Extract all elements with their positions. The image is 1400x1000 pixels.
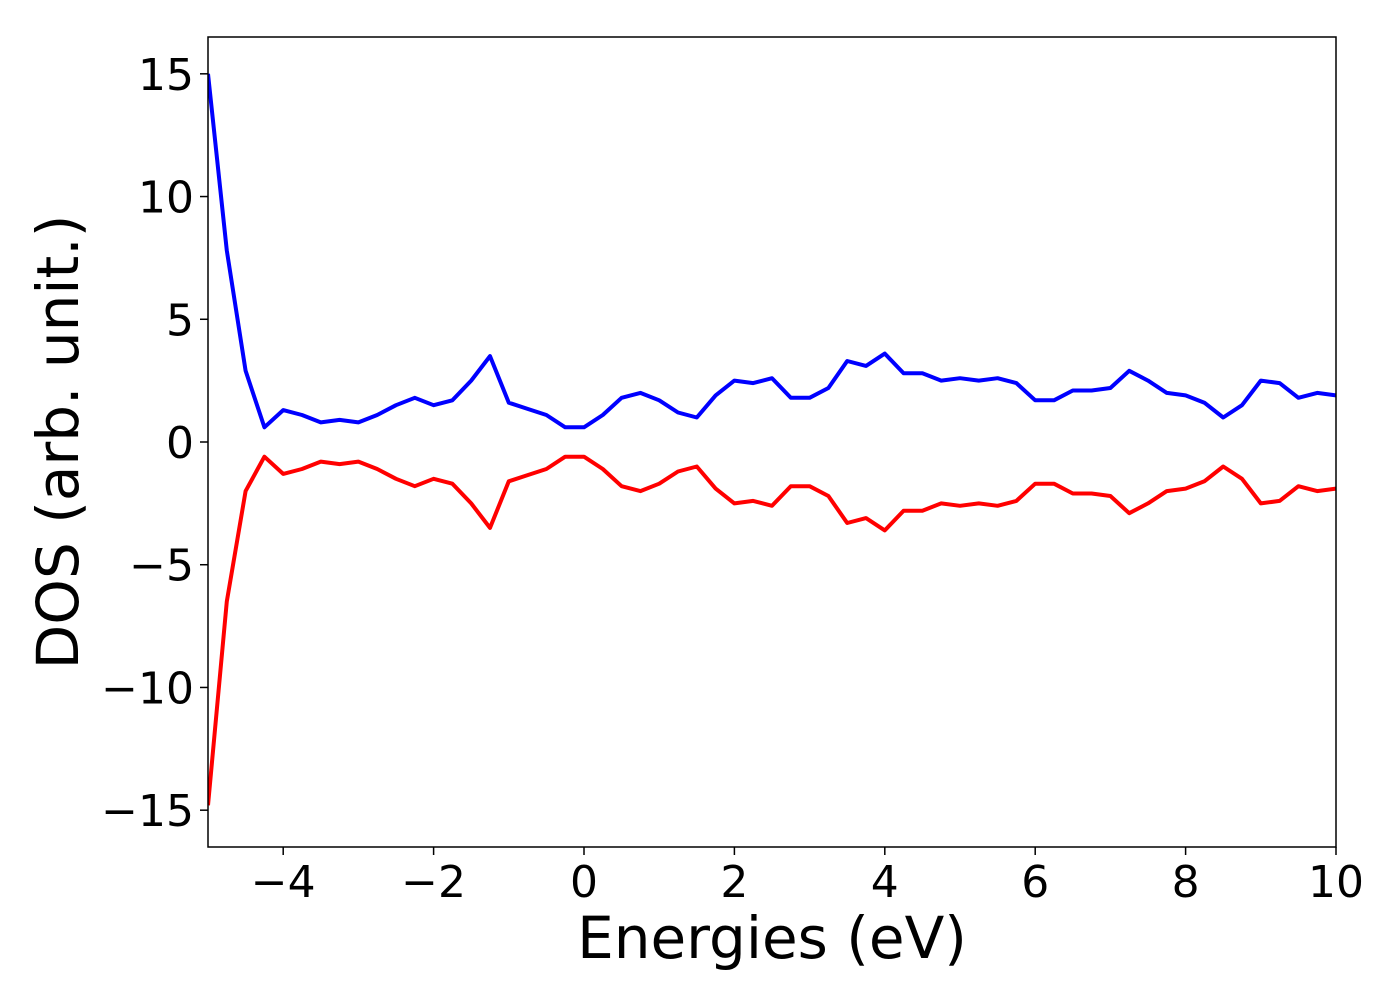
dos-line xyxy=(208,454,1336,806)
y-tick-label: −10 xyxy=(101,663,194,714)
y-tick-label: −5 xyxy=(129,541,194,592)
y-tick-label: 10 xyxy=(138,173,194,224)
y-tick-label: 0 xyxy=(166,418,194,469)
x-tick-label: 2 xyxy=(720,857,748,908)
x-tick-label: 10 xyxy=(1308,857,1364,908)
x-tick-label: 0 xyxy=(570,857,598,908)
dos-line xyxy=(208,73,1336,430)
plot-frame xyxy=(207,36,1337,848)
y-tick-label: 5 xyxy=(166,295,194,346)
x-tick-label: −2 xyxy=(401,857,466,908)
y-tick-label: −15 xyxy=(101,786,194,837)
y-tick-label: 15 xyxy=(138,50,194,101)
y-axis-label: DOS (arb. unit.) xyxy=(24,215,92,670)
x-tick-label: 4 xyxy=(871,857,899,908)
x-tick-label: 8 xyxy=(1172,857,1200,908)
x-axis-label: Energies (eV) xyxy=(577,904,967,972)
x-tick-label: −4 xyxy=(251,857,316,908)
x-tick-label: 6 xyxy=(1021,857,1049,908)
